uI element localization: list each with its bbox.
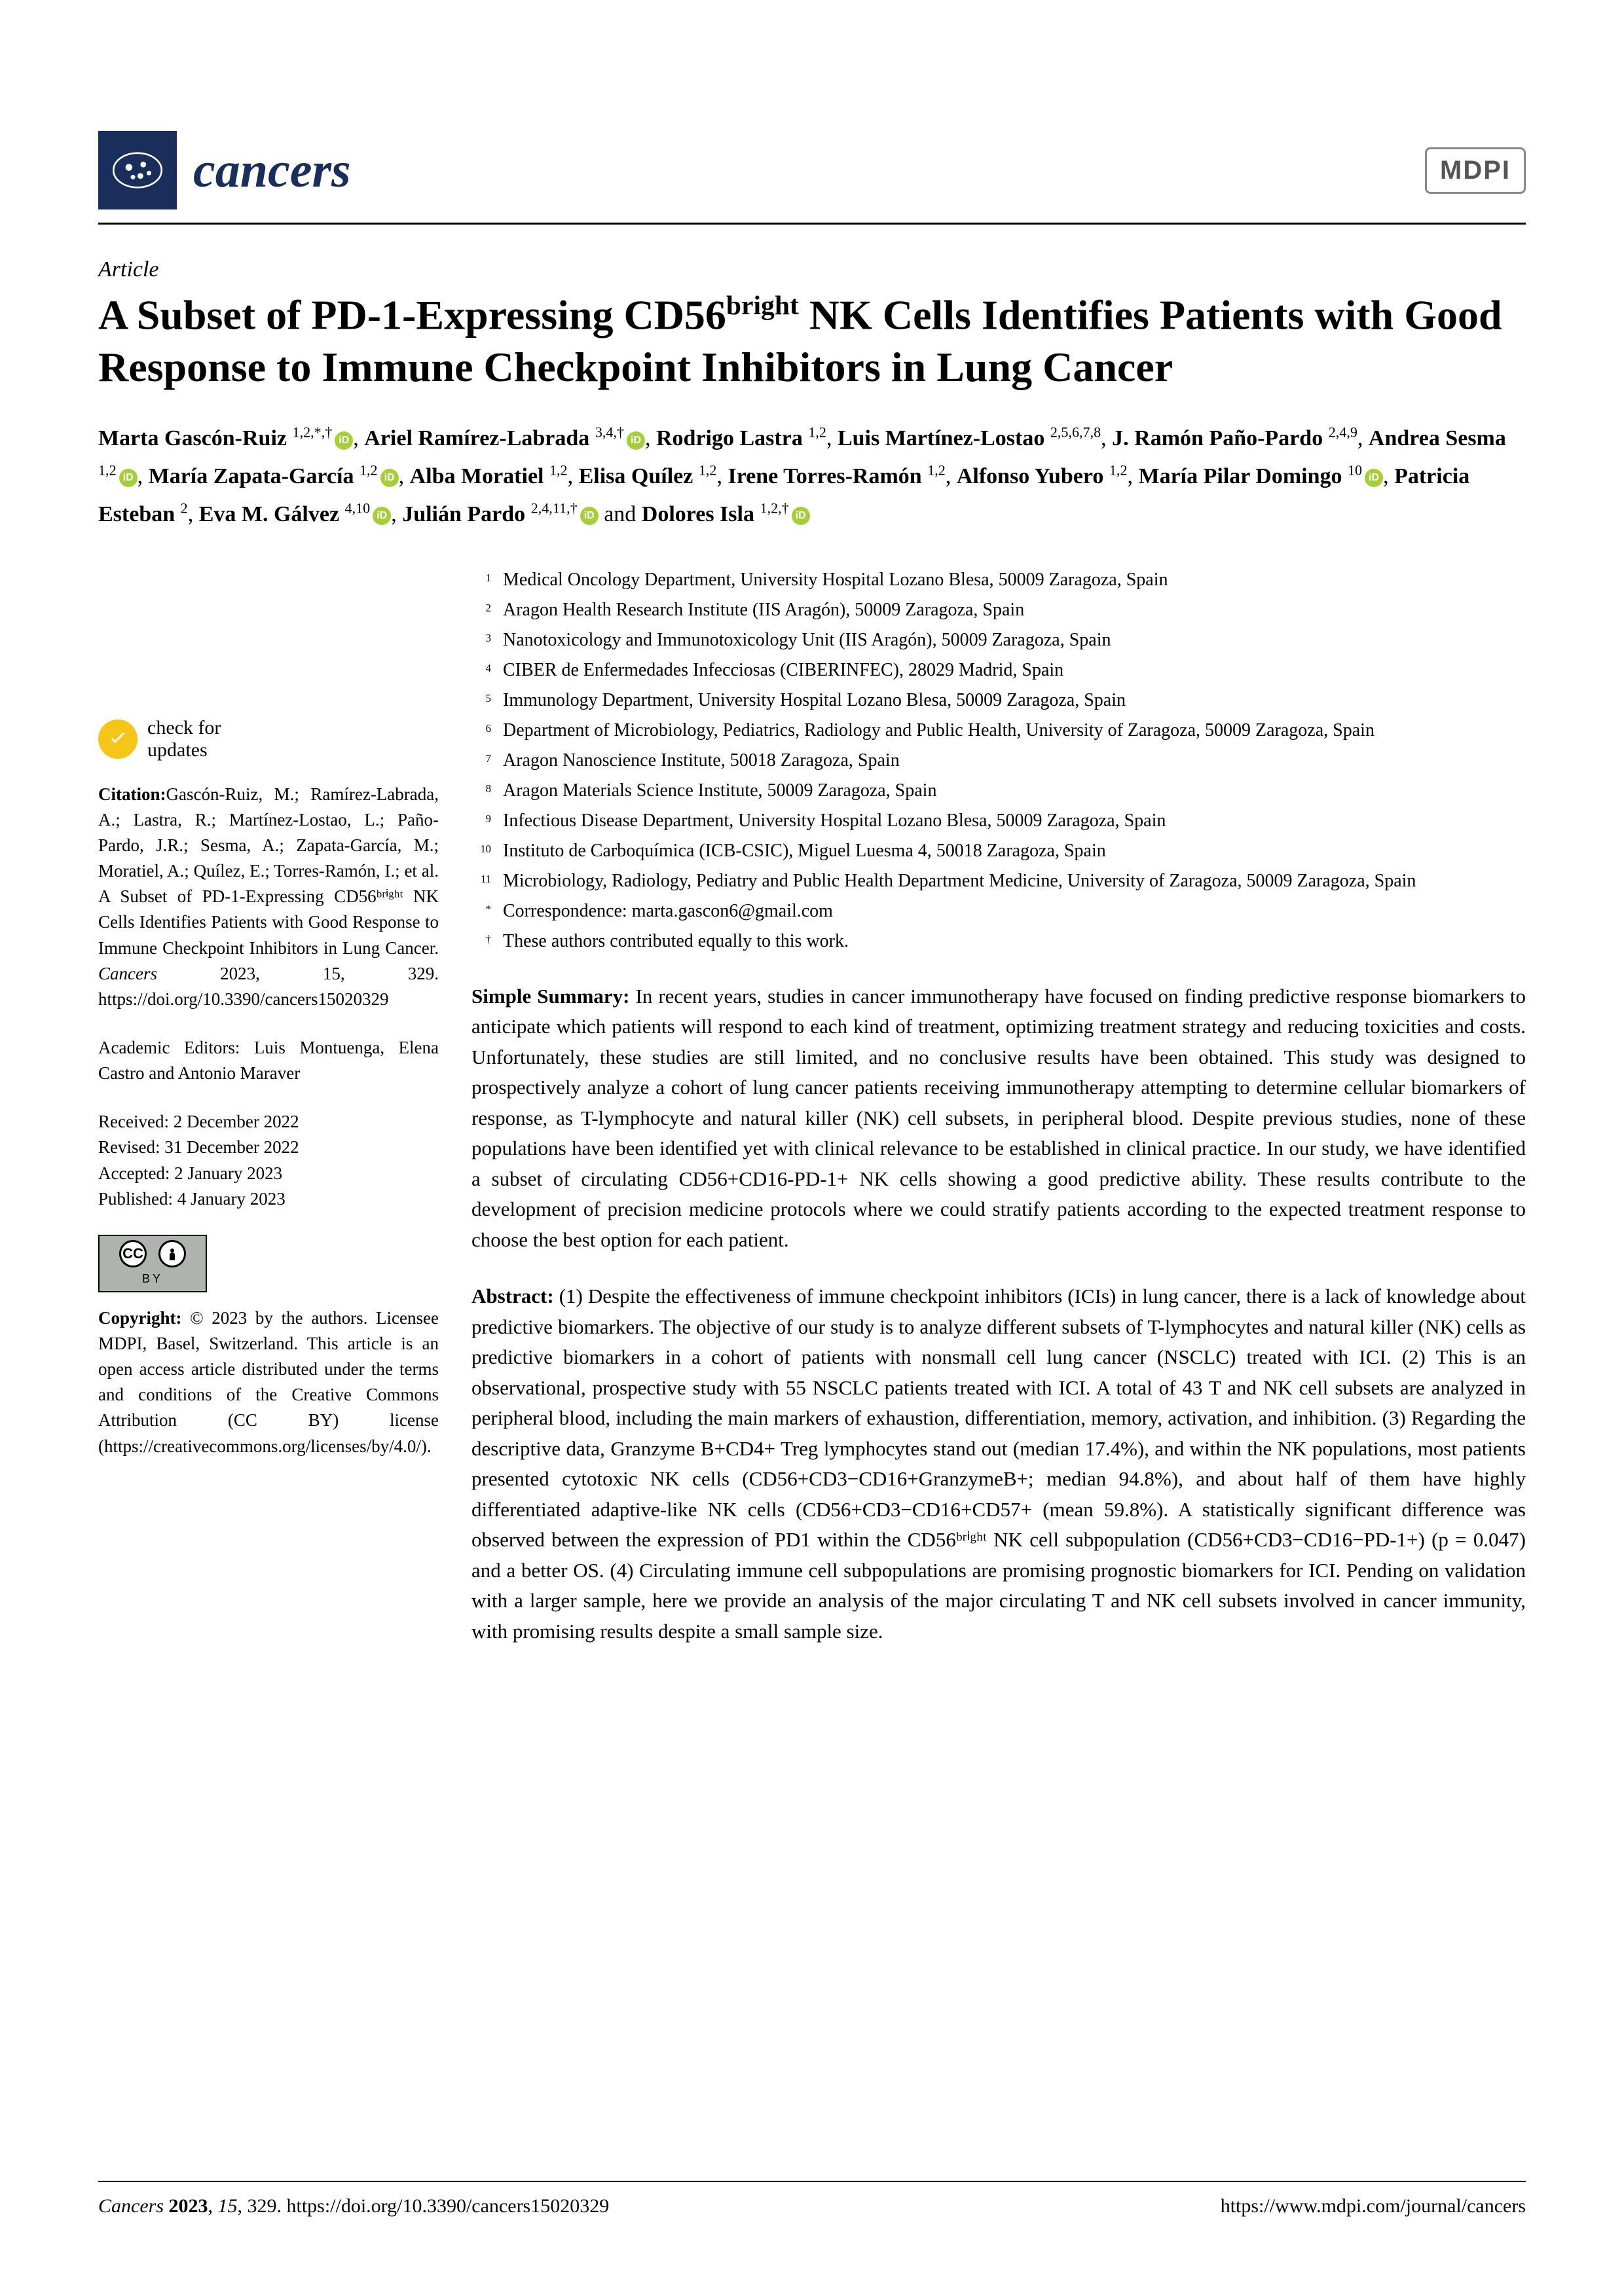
orcid-icon[interactable] [627, 431, 645, 450]
affiliation-row: 2Aragon Health Research Institute (IIS A… [471, 596, 1526, 624]
affiliation-row: 7Aragon Nanoscience Institute, 50018 Zar… [471, 747, 1526, 774]
date-revised: Revised: 31 December 2022 [98, 1135, 439, 1160]
affiliation-row: †These authors contributed equally to th… [471, 928, 1526, 955]
copyright-block: Copyright: © 2023 by the authors. Licens… [98, 1305, 439, 1459]
orcid-icon[interactable] [119, 469, 138, 487]
by-icon [158, 1240, 186, 1267]
cc-by-label: BY [119, 1270, 186, 1287]
copyright-label: Copyright: [98, 1308, 182, 1328]
title-pre: A Subset of PD-1-Expressing CD56 [98, 291, 726, 338]
citation-journal: Cancers [98, 964, 157, 983]
author-list: Marta Gascón-Ruiz 1,2,*,†, Ariel Ramírez… [98, 420, 1526, 533]
affiliation-row: 3Nanotoxicology and Immunotoxicology Uni… [471, 627, 1526, 654]
title-sup: bright [726, 290, 799, 320]
check-updates-label: check for updates [147, 717, 221, 762]
main-column: 1Medical Oncology Department, University… [471, 566, 1526, 1647]
date-accepted: Accepted: 2 January 2023 [98, 1161, 439, 1186]
journal-name: cancers [193, 142, 351, 199]
footer: Cancers 2023, 15, 329. https://doi.org/1… [98, 2181, 1526, 2217]
orcid-icon[interactable] [335, 431, 353, 450]
header: cancers MDPI [98, 131, 1526, 225]
affiliation-row: 6Department of Microbiology, Pediatrics,… [471, 717, 1526, 744]
affiliation-row: 1Medical Oncology Department, University… [471, 566, 1526, 594]
affiliation-row: 10Instituto de Carboquímica (ICB-CSIC), … [471, 837, 1526, 865]
affiliation-row: 9Infectious Disease Department, Universi… [471, 807, 1526, 835]
affiliations: 1Medical Oncology Department, University… [471, 566, 1526, 955]
article-title: A Subset of PD-1-Expressing CD56bright N… [98, 289, 1526, 393]
check-updates[interactable]: check for updates [98, 717, 439, 762]
editors-label: Academic Editors: [98, 1038, 254, 1057]
journal-brand: cancers [98, 131, 351, 210]
copyright-text: © 2023 by the authors. Licensee MDPI, Ba… [98, 1308, 439, 1456]
orcid-icon[interactable] [373, 507, 391, 525]
citation-label: Citation: [98, 784, 166, 804]
article-type: Article [98, 257, 1526, 282]
affiliation-row: 5Immunology Department, University Hospi… [471, 687, 1526, 714]
orcid-icon[interactable] [580, 507, 599, 525]
abstract: Abstract: (1) Despite the effectiveness … [471, 1281, 1526, 1647]
citation-block: Citation:Gascón-Ruiz, M.; Ramírez-Labrad… [98, 782, 439, 1012]
dates-block: Received: 2 December 2022 Revised: 31 De… [98, 1109, 439, 1212]
cc-by-badge: CC BY [98, 1235, 207, 1292]
affiliation-row: 11Microbiology, Radiology, Pediatry and … [471, 867, 1526, 895]
editors-block: Academic Editors: Luis Montuenga, Elena … [98, 1035, 439, 1086]
footer-left: Cancers 2023, 15, 329. https://doi.org/1… [98, 2195, 609, 2217]
summary-label: Simple Summary: [471, 985, 630, 1008]
affiliation-row: 4CIBER de Enfermedades Infecciosas (CIBE… [471, 657, 1526, 684]
orcid-icon[interactable] [1365, 469, 1383, 487]
cc-icon: CC [119, 1240, 147, 1267]
journal-logo-icon [98, 131, 177, 210]
orcid-icon[interactable] [792, 507, 810, 525]
affiliation-row: 8Aragon Materials Science Institute, 500… [471, 777, 1526, 805]
abstract-text: (1) Despite the effectiveness of immune … [471, 1285, 1526, 1643]
citation-text: Gascón-Ruiz, M.; Ramírez-Labrada, A.; La… [98, 784, 439, 958]
publisher-logo: MDPI [1425, 147, 1526, 194]
abstract-label: Abstract: [471, 1285, 554, 1307]
footer-right: https://www.mdpi.com/journal/cancers [1221, 2195, 1526, 2217]
date-received: Received: 2 December 2022 [98, 1109, 439, 1135]
summary-text: In recent years, studies in cancer immun… [471, 985, 1526, 1251]
affiliation-row: *Correspondence: marta.gascon6@gmail.com [471, 898, 1526, 925]
simple-summary: Simple Summary: In recent years, studies… [471, 981, 1526, 1256]
date-published: Published: 4 January 2023 [98, 1186, 439, 1212]
check-updates-icon [98, 720, 138, 759]
sidebar: check for updates Citation:Gascón-Ruiz, … [98, 566, 439, 1647]
orcid-icon[interactable] [380, 469, 399, 487]
